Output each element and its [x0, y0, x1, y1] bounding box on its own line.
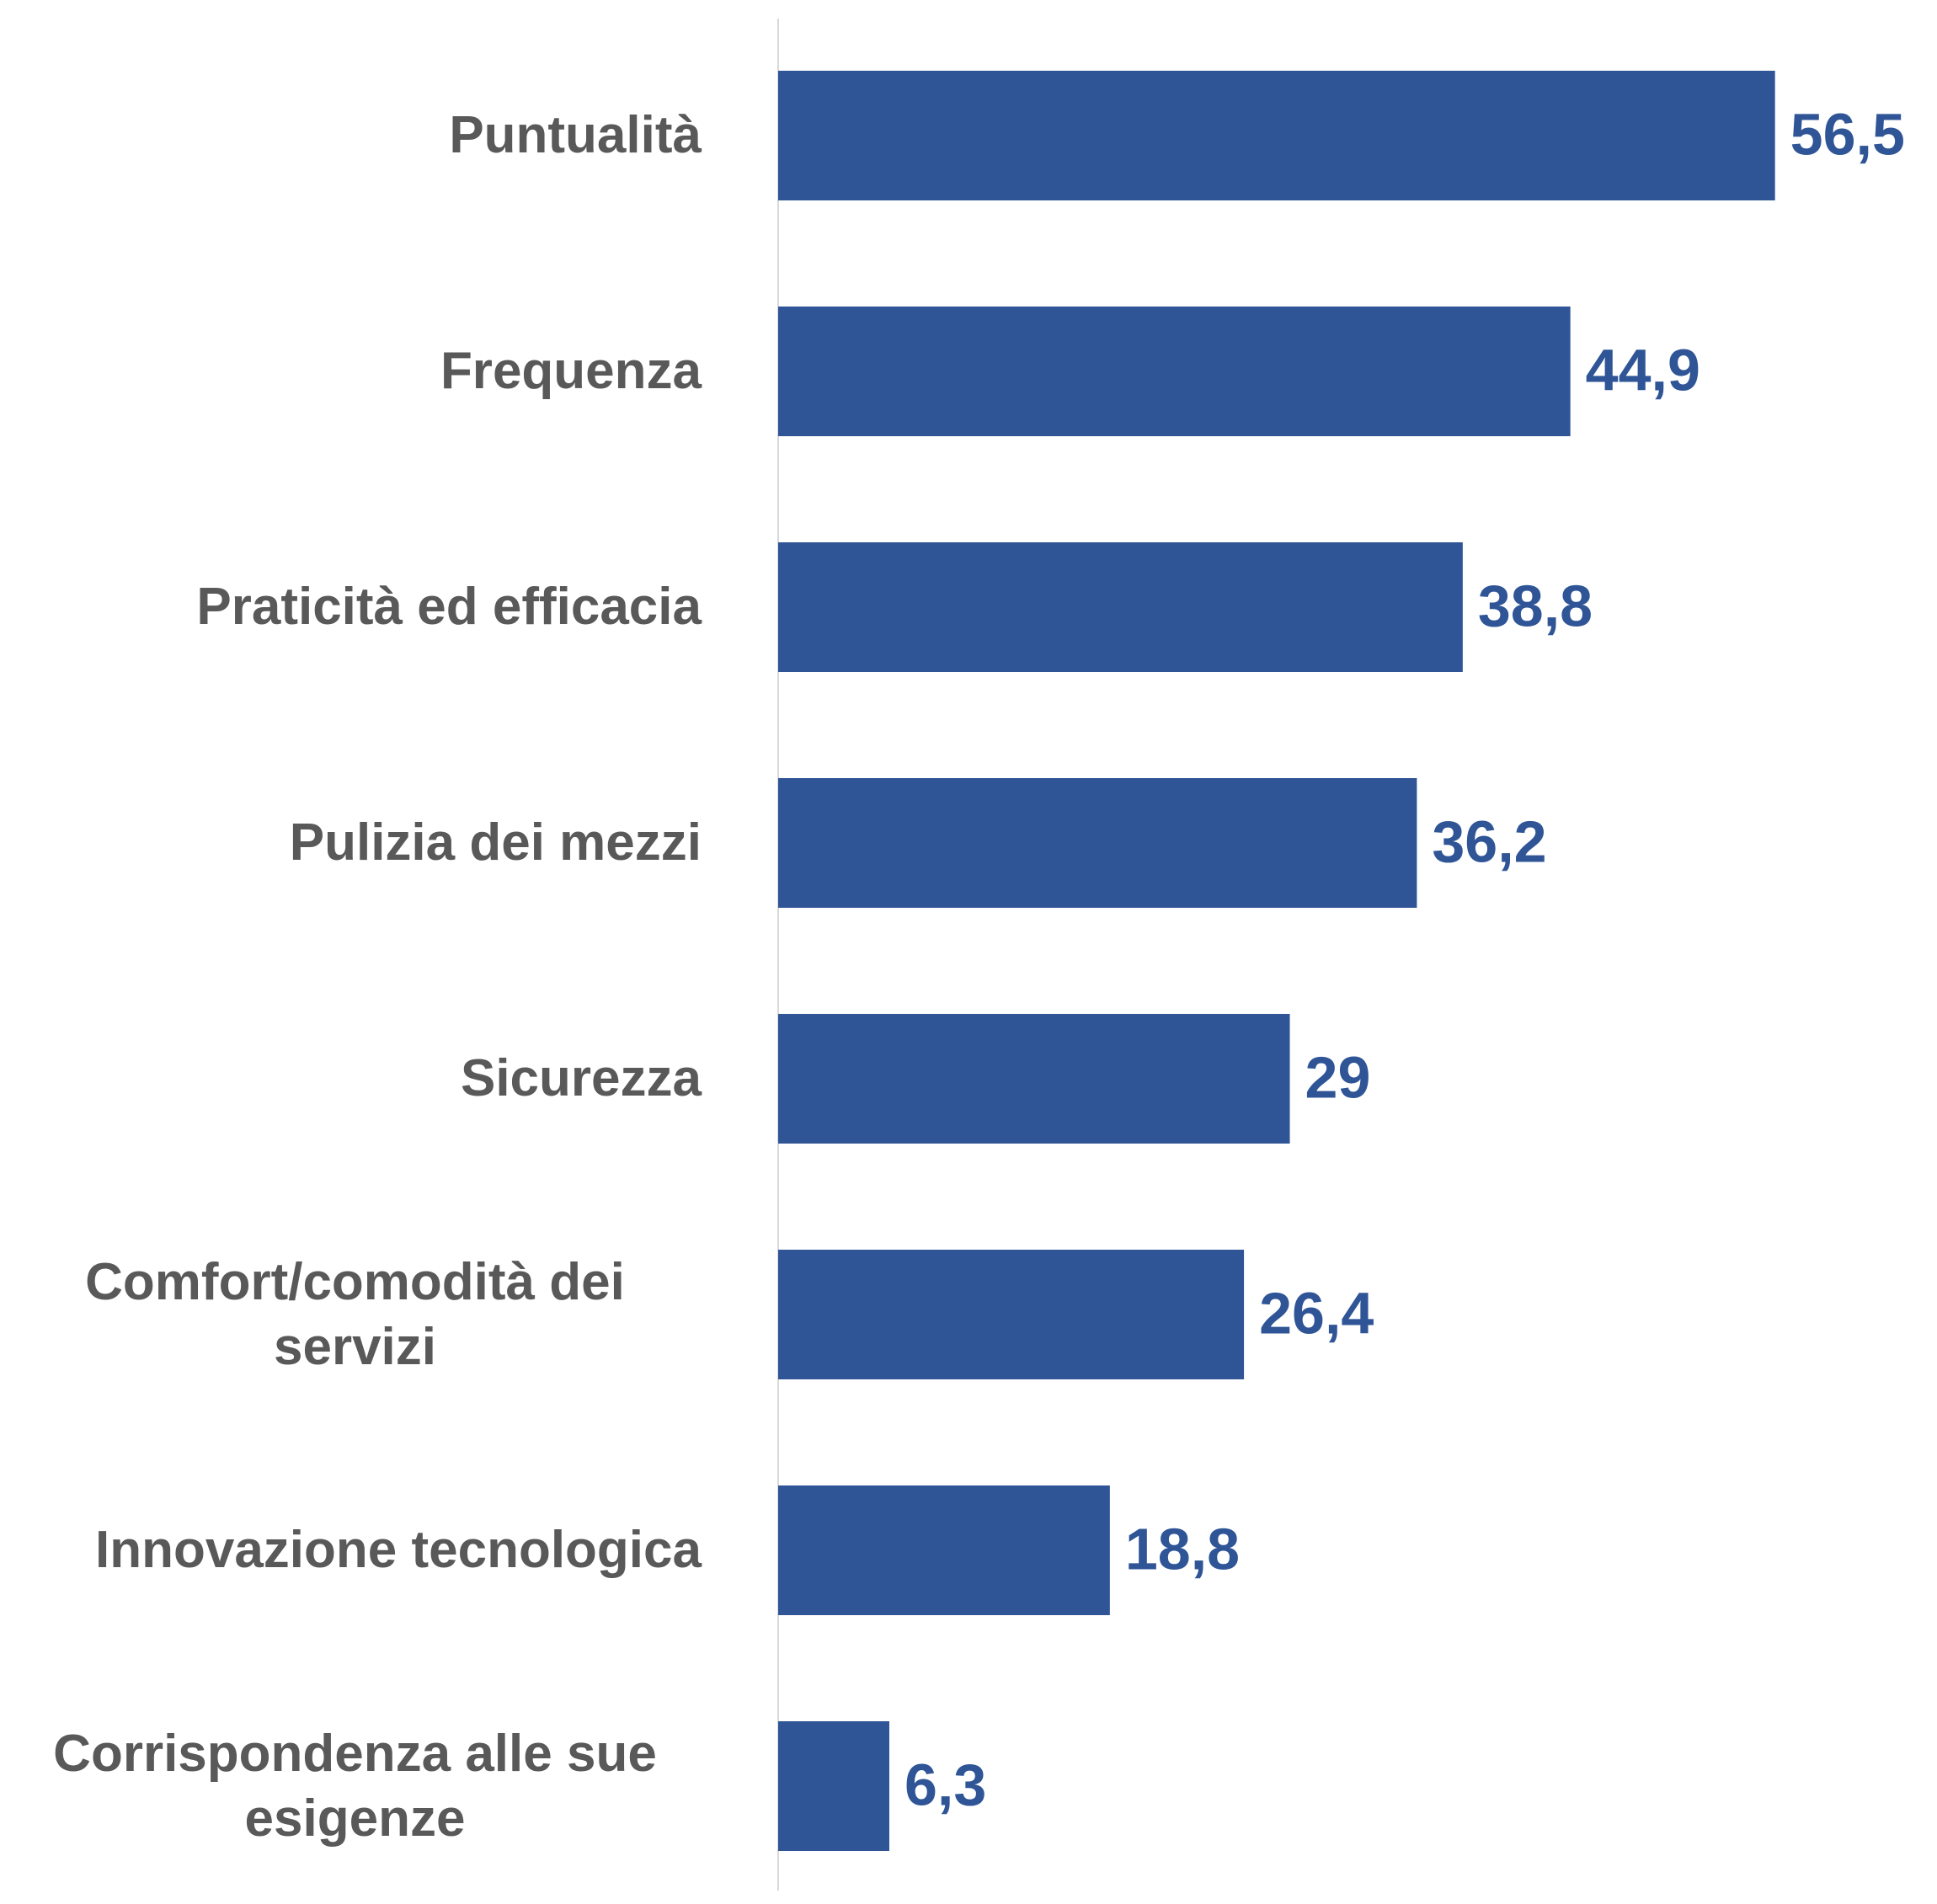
bar [778, 542, 1463, 672]
category-label-box: Puntualità [8, 18, 702, 253]
data-label: 36,2 [1432, 808, 1546, 874]
category-label-box: Innovazione tecnologica [8, 1432, 702, 1668]
y-tick-label: Innovazione tecnologica [95, 1521, 702, 1580]
data-label: 29 [1305, 1044, 1371, 1110]
data-label: 6,3 [904, 1752, 986, 1817]
data-label: 44,9 [1586, 337, 1700, 403]
y-tick-label: Comfort/comodità dei servizi [85, 1252, 625, 1377]
category-label-box: Frequenza [8, 253, 702, 489]
bar [778, 1014, 1290, 1144]
y-tick-label: Corrispondenza alle sue esigenze [53, 1724, 657, 1848]
bar [778, 71, 1775, 200]
bar [778, 307, 1571, 436]
y-tick-label: Praticità ed efficacia [196, 578, 702, 637]
y-tick-label: Sicurezza [460, 1049, 702, 1108]
y-tick-label: Pulizia dei mezzi [289, 813, 702, 872]
data-label: 38,8 [1478, 573, 1593, 638]
category-label-box: Corrispondenza alle sue esigenze [8, 1668, 702, 1904]
y-tick-label: Puntualità [449, 106, 702, 165]
category-label-box: Comfort/comodità dei servizi [8, 1197, 702, 1432]
data-label: 18,8 [1125, 1516, 1240, 1581]
bar [778, 1250, 1245, 1379]
data-label: 56,5 [1790, 101, 1905, 167]
bar [778, 778, 1417, 908]
y-tick-label: Frequenza [440, 342, 702, 401]
bar [778, 1721, 889, 1851]
category-label-box: Pulizia dei mezzi [8, 725, 702, 961]
category-label-box: Praticità ed efficacia [8, 489, 702, 725]
category-label-box: Sicurezza [8, 961, 702, 1197]
bar [778, 1485, 1110, 1615]
data-label: 26,4 [1259, 1280, 1374, 1346]
